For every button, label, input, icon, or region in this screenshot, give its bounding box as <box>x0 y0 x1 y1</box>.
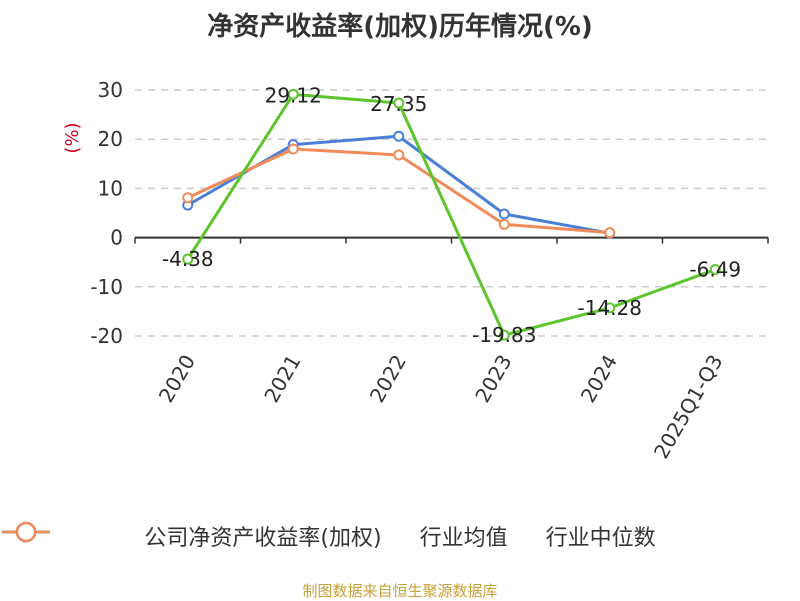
series-line-0 <box>186 92 716 337</box>
data-label-1: 29.12 <box>265 83 322 107</box>
legend-marker-industry-median <box>2 521 50 543</box>
chart-title: 净资产收益率(加权)历年情况(%) <box>207 12 593 42</box>
data-label-5: -6.49 <box>689 258 741 282</box>
series-2-point-4 <box>604 227 616 239</box>
y-tick-label-4: -10 <box>90 275 123 299</box>
series-0-point-1 <box>287 88 299 100</box>
legend-label-company: 公司净资产收益率(加权) <box>144 526 382 551</box>
series-1-point-2 <box>393 130 405 142</box>
series-lines <box>182 88 721 341</box>
series-2-point-0 <box>182 192 194 204</box>
y-tick-label-3: 0 <box>110 226 123 250</box>
x-tick-label-2: 2022 <box>365 351 411 407</box>
series-0-point-0 <box>182 253 194 265</box>
series-2-point-3 <box>498 218 510 230</box>
legend-item-company[interactable]: 公司净资产收益率(加权) <box>2 520 382 552</box>
legend: 公司净资产收益率(加权) 行业均值 行业中位数 <box>0 520 800 552</box>
series-1-point-3 <box>498 208 510 220</box>
data-label-4: -14.28 <box>578 296 642 320</box>
y-axis-label: (%) <box>62 122 83 153</box>
series-0-point-4 <box>604 302 616 314</box>
x-tick-label-0: 2020 <box>154 351 200 407</box>
legend-label-industry-median: 行业中位数 <box>545 526 656 551</box>
x-tick-label-4: 2024 <box>576 351 622 407</box>
data-label-3: -19.83 <box>472 323 536 347</box>
series-0-point-2 <box>393 97 405 109</box>
legend-item-industry-mean[interactable]: 行业均值 <box>2 520 508 552</box>
data-labels: -4.38 29.12 27.35 -19.83 -14.28 -6.49 <box>162 83 741 347</box>
series-0-point-5 <box>709 264 721 276</box>
series-0-point-3 <box>498 329 510 341</box>
series-2-point-2 <box>393 149 405 161</box>
series-2-point-1 <box>287 143 299 155</box>
y-tick-label-1: 20 <box>98 127 123 151</box>
x-tick-label-5: 2025Q1-Q3 <box>649 351 728 463</box>
source-footer: 制图数据来自恒生聚源数据库 <box>302 582 498 600</box>
grid-lines <box>135 89 768 337</box>
y-tick-label-0: 30 <box>98 78 123 102</box>
x-tick-label-3: 2023 <box>470 351 516 407</box>
data-label-0: -4.38 <box>162 247 214 271</box>
y-tick-label-2: 10 <box>98 176 123 200</box>
x-tick-label-1: 2021 <box>259 351 305 407</box>
y-tick-label-5: -20 <box>90 324 123 348</box>
legend-label-industry-mean: 行业均值 <box>419 526 508 551</box>
data-label-2: 27.35 <box>370 92 427 116</box>
legend-item-industry-median[interactable]: 行业中位数 <box>2 520 656 552</box>
